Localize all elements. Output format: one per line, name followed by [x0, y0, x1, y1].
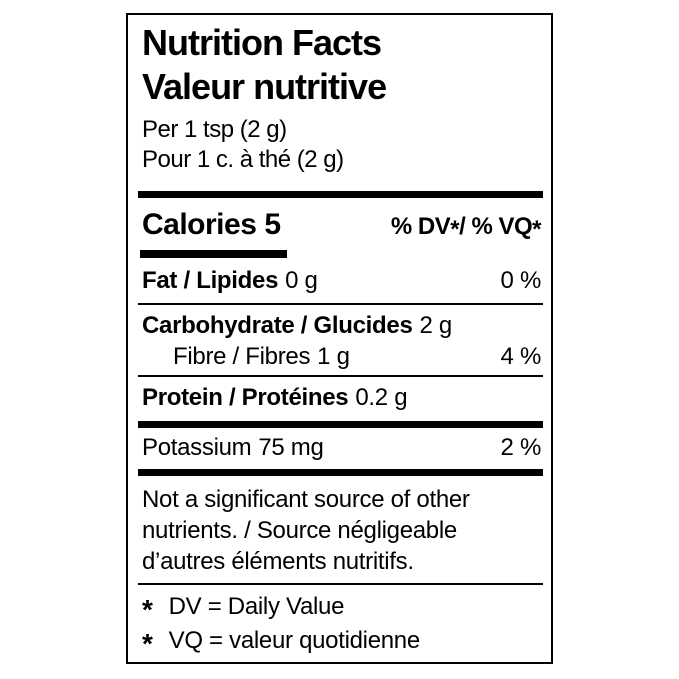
dv-header-en: % DV — [390, 213, 451, 240]
nutrient-dv-percent: 0 % — [500, 267, 542, 294]
serving-size-block: Per 1 tsp (2 g) Pour 1 c. à thé (2 g) — [142, 115, 541, 175]
nutrient-name: Fibre / Fibres — [173, 343, 311, 370]
nutrient-name: Protein / Protéines — [142, 384, 349, 411]
separator-thin-after-fat — [138, 303, 543, 305]
nutrient-row-potassium: Potassium 75 mg 2 % — [142, 428, 541, 469]
nutrient-dv-percent: 4 % — [500, 343, 542, 370]
nutrient-name: Potassium — [142, 434, 252, 461]
note-line-3: d’autres éléments nutritifs. — [142, 548, 414, 575]
note-line-2: nutrients. / Source négligeable — [142, 517, 457, 544]
nutrient-name: Carbohydrate / Glucides — [142, 312, 413, 339]
separator-thin-after-fibre — [138, 375, 543, 377]
calories-underline-bar — [140, 250, 287, 258]
footnote-asterisk: * — [142, 628, 153, 659]
separator-thick-after-potassium — [138, 469, 543, 476]
separator-thick-top — [138, 191, 543, 198]
footnote-valeur-quotidienne: * VQ = valeur quotidienne — [142, 624, 541, 659]
nutrient-amount: 1 g — [317, 343, 350, 370]
calories-row: Calories 5 % DV*/ % VQ* — [142, 208, 542, 243]
title-french: Valeur nutritive — [142, 66, 387, 107]
serving-size-french: Pour 1 c. à thé (2 g) — [142, 146, 344, 173]
nutrient-name-amount: Protein / Protéines 0.2 g — [142, 384, 408, 412]
nutrient-name-amount: Potassium 75 mg — [142, 434, 324, 462]
title-english: Nutrition Facts — [142, 22, 382, 63]
separator-thin-before-footnotes — [138, 583, 543, 585]
separator-thick-after-protein — [138, 421, 543, 428]
footnote-daily-value: * DV = Daily Value — [142, 590, 541, 625]
footnote-text: DV = Daily Value — [168, 593, 345, 620]
footnotes: * DV = Daily Value * VQ = valeur quotidien… — [142, 590, 541, 659]
note-line-1: Not a significant source of other — [142, 486, 470, 513]
footnote-text: VQ = valeur quotidienne — [168, 627, 421, 654]
nutrition-facts-label: Nutrition Facts Valeur nutritive Per 1 t… — [126, 13, 553, 664]
nutrient-row-fibre: Fibre / Fibres 1 g 4 % — [142, 340, 541, 375]
nutrient-dv-percent: 2 % — [500, 434, 542, 461]
footnote-asterisk: * — [142, 594, 153, 625]
calories: Calories 5 — [142, 208, 281, 242]
dv-header-fr: / % VQ — [459, 213, 533, 240]
nutrient-name-amount: Carbohydrate / Glucides 2 g — [142, 312, 452, 340]
nutrient-amount: 2 g — [419, 312, 453, 339]
nutrient-name-amount: Fibre / Fibres 1 g — [173, 343, 350, 371]
daily-value-header: % DV*/ % VQ* — [390, 213, 542, 243]
insignificant-source-note: Not a significant source of other nutrie… — [142, 484, 541, 577]
nutrient-row-protein: Protein / Protéines 0.2 g — [142, 377, 541, 421]
dv-asterisk: * — [450, 216, 460, 243]
nutrient-name: Fat / Lipides — [142, 267, 279, 294]
vq-asterisk: * — [532, 216, 541, 243]
calories-label: Calories — [142, 208, 257, 241]
nutrient-amount: 0.2 g — [355, 384, 408, 411]
calories-value: 5 — [264, 208, 281, 241]
serving-size-english: Per 1 tsp (2 g) — [142, 116, 287, 143]
nutrient-amount: 75 mg — [258, 434, 324, 461]
nutrient-amount: 0 g — [285, 267, 318, 294]
nutrient-row-fat: Fat / Lipides 0 g 0 % — [142, 258, 541, 303]
nutrient-row-carbohydrate: Carbohydrate / Glucides 2 g — [142, 305, 541, 340]
nutrient-name-amount: Fat / Lipides 0 g — [142, 267, 318, 295]
